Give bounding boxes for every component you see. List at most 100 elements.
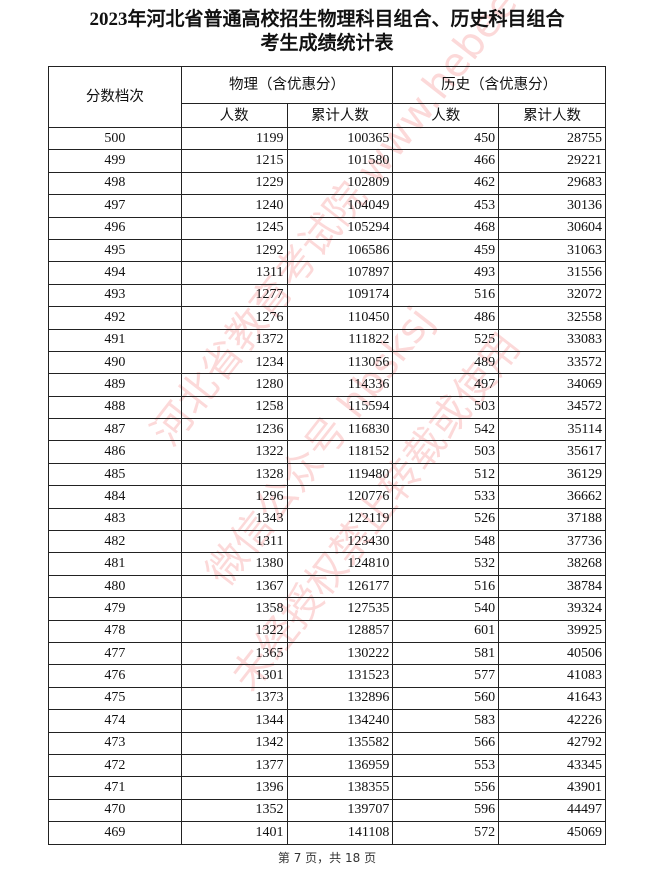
score-cell: 494 xyxy=(48,261,182,285)
table-row: 492 1276 110450 486 32558 xyxy=(48,306,606,330)
score-cell: 485 xyxy=(48,462,182,487)
physics-cumulative-cell: 101580 xyxy=(286,149,394,173)
history-count-cell: 548 xyxy=(392,530,500,554)
physics-count-cell: 1322 xyxy=(180,440,288,464)
physics-count-cell: 1377 xyxy=(180,753,288,778)
physics-cumulative-cell: 106586 xyxy=(286,238,394,263)
score-cell: 479 xyxy=(48,597,182,621)
physics-count-cell: 1236 xyxy=(180,418,288,442)
score-cell: 493 xyxy=(48,283,182,308)
physics-cumulative-cell: 119480 xyxy=(286,462,394,487)
history-count-cell: 572 xyxy=(392,821,500,845)
table-row: 473 1342 135582 566 42792 xyxy=(48,731,606,755)
history-count-cell: 601 xyxy=(392,619,500,643)
physics-count-cell: 1344 xyxy=(180,709,288,733)
table-row: 477 1365 130222 581 40506 xyxy=(48,641,606,666)
table-row: 481 1380 124810 532 38268 xyxy=(48,552,606,576)
table-row: 487 1236 116830 542 35114 xyxy=(48,418,606,442)
score-cell: 469 xyxy=(48,821,182,845)
physics-cumulative-cell: 130222 xyxy=(286,641,394,666)
physics-count-cell: 1358 xyxy=(180,597,288,621)
physics-count-cell: 1301 xyxy=(180,664,288,688)
table-row: 490 1234 113056 489 33572 xyxy=(48,350,606,375)
table-row: 491 1372 111822 525 33083 xyxy=(48,328,606,352)
physics-cumulative-cell: 113056 xyxy=(286,350,394,375)
table-row: 493 1277 109174 516 32072 xyxy=(48,283,606,308)
table-row: 471 1396 138355 556 43901 xyxy=(48,776,606,800)
score-cell: 491 xyxy=(48,328,182,352)
history-count-cell: 533 xyxy=(392,485,500,509)
score-table: 分数档次 物理（含优惠分） 历史（含优惠分） 人数 累计人数 人数 累计人数 5… xyxy=(48,66,606,845)
history-count-cell: 556 xyxy=(392,776,500,800)
physics-cumulative-cell: 120776 xyxy=(286,485,394,509)
physics-cumulative-cell: 122119 xyxy=(286,507,394,532)
page-number: 第 7 页，共 18 页 xyxy=(277,851,377,865)
history-cumulative-cell: 38268 xyxy=(498,552,606,576)
table-row: 497 1240 104049 453 30136 xyxy=(48,194,606,218)
history-cumulative-cell: 29683 xyxy=(498,171,606,196)
physics-cumulative-cell: 110450 xyxy=(286,306,394,330)
history-cumulative-cell: 38784 xyxy=(498,574,606,599)
physics-count-cell: 1401 xyxy=(180,821,288,845)
history-count-cell: 453 xyxy=(392,194,500,218)
physics-cumulative-cell: 123430 xyxy=(286,530,394,554)
history-count-cell: 553 xyxy=(392,753,500,778)
history-count-cell: 596 xyxy=(392,798,500,823)
score-cell: 471 xyxy=(48,776,182,800)
physics-cumulative-cell: 104049 xyxy=(286,194,394,218)
history-cumulative-cell: 40506 xyxy=(498,641,606,666)
score-cell: 478 xyxy=(48,619,182,643)
physics-cumulative-cell: 132896 xyxy=(286,686,394,711)
physics-cumulative-cell: 126177 xyxy=(286,574,394,599)
physics-cumulative-cell: 131523 xyxy=(286,664,394,688)
physics-count-cell: 1199 xyxy=(180,126,288,151)
table-row: 475 1373 132896 560 41643 xyxy=(48,686,606,711)
physics-cumulative-cell: 115594 xyxy=(286,395,394,420)
table-row: 478 1322 128857 601 39925 xyxy=(48,619,606,643)
history-cumulative-cell: 37188 xyxy=(498,507,606,532)
score-header: 分数档次 xyxy=(48,66,182,128)
history-count-cell: 577 xyxy=(392,664,500,688)
physics-cumulative-cell: 138355 xyxy=(286,776,394,800)
physics-cumulative-cell: 109174 xyxy=(286,283,394,308)
score-cell: 470 xyxy=(48,798,182,823)
table-row: 498 1229 102809 462 29683 xyxy=(48,171,606,196)
history-cumulative-cell: 44497 xyxy=(498,798,606,823)
history-count-cell: 542 xyxy=(392,418,500,442)
physics-count-header: 人数 xyxy=(180,103,288,128)
history-count-cell: 540 xyxy=(392,597,500,621)
table-row: 488 1258 115594 503 34572 xyxy=(48,395,606,420)
score-cell: 486 xyxy=(48,440,182,464)
table-row: 485 1328 119480 512 36129 xyxy=(48,462,606,487)
history-cumulative-cell: 30604 xyxy=(498,216,606,240)
history-count-cell: 468 xyxy=(392,216,500,240)
score-cell: 495 xyxy=(48,238,182,263)
history-cumulative-cell: 43345 xyxy=(498,753,606,778)
table-row: 496 1245 105294 468 30604 xyxy=(48,216,606,240)
score-cell: 483 xyxy=(48,507,182,532)
physics-cumulative-header: 累计人数 xyxy=(286,103,394,128)
history-count-cell: 462 xyxy=(392,171,500,196)
history-cumulative-header: 累计人数 xyxy=(498,103,606,128)
history-cumulative-cell: 39925 xyxy=(498,619,606,643)
history-cumulative-cell: 30136 xyxy=(498,194,606,218)
physics-count-cell: 1234 xyxy=(180,350,288,375)
history-count-cell: 503 xyxy=(392,440,500,464)
physics-cumulative-cell: 135582 xyxy=(286,731,394,755)
history-cumulative-cell: 31556 xyxy=(498,261,606,285)
score-cell: 475 xyxy=(48,686,182,711)
table-row: 494 1311 107897 493 31556 xyxy=(48,261,606,285)
table-row: 472 1377 136959 553 43345 xyxy=(48,753,606,778)
score-cell: 473 xyxy=(48,731,182,755)
physics-cumulative-cell: 124810 xyxy=(286,552,394,576)
physics-cumulative-cell: 100365 xyxy=(286,126,394,151)
physics-count-cell: 1280 xyxy=(180,373,288,397)
score-cell: 487 xyxy=(48,418,182,442)
physics-count-cell: 1352 xyxy=(180,798,288,823)
physics-count-cell: 1372 xyxy=(180,328,288,352)
physics-count-cell: 1276 xyxy=(180,306,288,330)
history-cumulative-cell: 36662 xyxy=(498,485,606,509)
history-count-cell: 486 xyxy=(392,306,500,330)
history-cumulative-cell: 39324 xyxy=(498,597,606,621)
history-count-cell: 489 xyxy=(392,350,500,375)
